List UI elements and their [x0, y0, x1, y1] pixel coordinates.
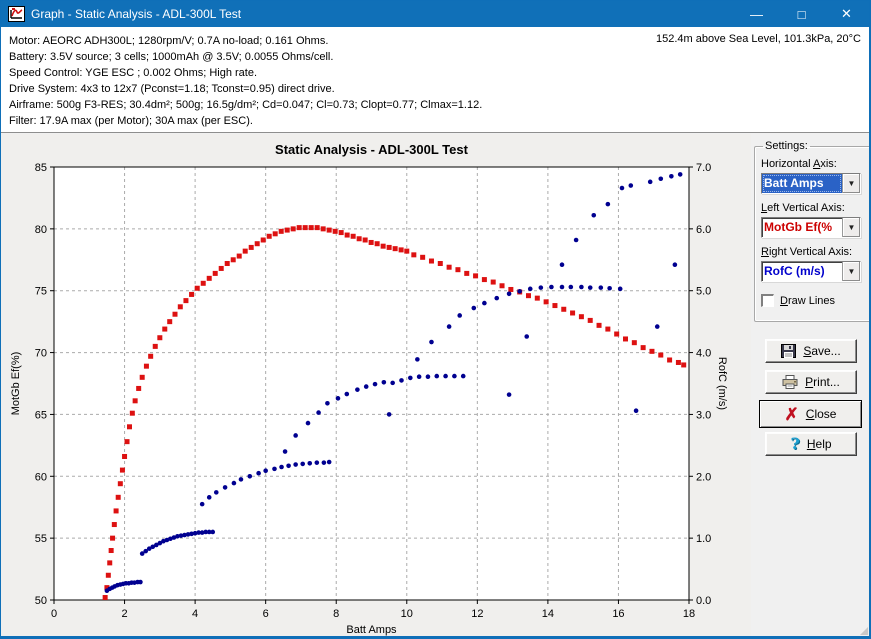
x-tick-label: 8: [333, 608, 339, 620]
drive-system-line: Drive System: 4x3 to 12x7 (Pconst=1.18; …: [9, 83, 335, 95]
left-y-tick-label: 65: [35, 409, 47, 421]
left-y-tick-label: 50: [35, 595, 47, 607]
left-axis-value: MotGb Ef(%: [764, 220, 832, 234]
draw-lines-row: Draw Lines: [761, 294, 865, 307]
horizontal-axis-select[interactable]: Batt Amps ▼: [761, 173, 861, 194]
maximize-button[interactable]: □: [797, 6, 806, 22]
horizontal-axis-label: Horizontal Axis:: [761, 158, 837, 170]
right-y-tick-label: 2.0: [696, 471, 711, 483]
left-axis-select[interactable]: MotGb Ef(% ▼: [761, 217, 861, 238]
left-y-tick-label: 80: [35, 224, 47, 236]
static-analysis-chart: Static Analysis - ADL-300L Test 0 2 4 6 8 10 12…: [10, 142, 728, 636]
series-right: [104, 172, 683, 594]
chart-panel: Static Analysis - ADL-300L Test 0 2 4 6 8 10 12…: [3, 134, 751, 636]
right-y-tick-label: 3.0: [696, 409, 711, 421]
x-tick-label: 2: [121, 608, 127, 620]
left-axis-label: Left Vertical Axis:: [761, 202, 845, 214]
airframe-line: Airframe: 500g F3-RES; 30.4dm²; 500g; 16…: [9, 99, 483, 111]
speed-control-line: Speed Control: YGE ESC ; 0.002 Ohms; Hig…: [9, 67, 258, 79]
x-tick-label: 12: [471, 608, 483, 620]
right-axis-label: Right Vertical Axis:: [761, 246, 853, 258]
chart-title: Static Analysis - ADL-300L Test: [275, 142, 469, 157]
window-title: Graph - Static Analysis - ADL-300L Test: [31, 7, 242, 21]
left-y-tick-label: 75: [35, 286, 47, 298]
x-tick-label: 0: [51, 608, 57, 620]
printer-icon: [782, 375, 798, 389]
x-tick-label: 14: [542, 608, 554, 620]
question-mark-icon: ?: [790, 434, 800, 453]
left-y-tick-label: 60: [35, 471, 47, 483]
titlebar: Graph - Static Analysis - ADL-300L Test …: [1, 1, 869, 27]
help-button[interactable]: ? Help: [765, 432, 857, 456]
x-tick-label: 16: [612, 608, 624, 620]
x-axis-title: Batt Amps: [346, 624, 397, 636]
right-y-tick-label: 1.0: [696, 533, 711, 545]
plot-background: [54, 167, 689, 600]
motor-line: Motor: AEORC ADH300L; 1280rpm/V; 0.7A no…: [9, 35, 329, 47]
close-window-button[interactable]: ✕: [841, 6, 852, 21]
settings-column: Settings: Horizontal Axis: Batt Amps ▼ L…: [751, 134, 869, 636]
chevron-down-icon[interactable]: ▼: [842, 174, 860, 193]
left-y-tick-label: 70: [35, 348, 47, 360]
left-y-axis-title: MotGb Ef(%): [10, 352, 22, 416]
right-y-axis-title: RofC (m/s): [716, 357, 728, 410]
tick-labels: 0 2 4 6 8 10 12 14 16 18 50 55 60 65 70 75 80 85 0.0 1.0 2.0…: [35, 162, 712, 620]
app-icon: [8, 6, 25, 22]
settings-groupbox: Settings: Horizontal Axis: Batt Amps ▼ L…: [754, 140, 869, 322]
left-y-tick-label: 55: [35, 533, 47, 545]
filter-line: Filter: 17.9A max (per Motor); 30A max (…: [9, 115, 253, 127]
left-y-tick-label: 85: [35, 162, 47, 174]
horizontal-axis-value: Batt Amps: [762, 174, 842, 193]
right-y-tick-label: 5.0: [696, 286, 711, 298]
chevron-down-icon[interactable]: ▼: [842, 218, 860, 237]
settings-group-title: Settings:: [765, 140, 808, 152]
x-tick-label: 10: [401, 608, 413, 620]
chevron-down-icon[interactable]: ▼: [842, 262, 860, 281]
right-y-tick-label: 0.0: [696, 595, 711, 607]
print-button[interactable]: Print...: [765, 370, 857, 394]
minimize-button[interactable]: —: [750, 6, 763, 22]
close-button[interactable]: ✗ Close: [759, 400, 862, 428]
plot-frame: [53, 166, 690, 601]
series-left: [102, 225, 687, 601]
save-button[interactable]: Save...: [765, 339, 857, 363]
atmosphere-conditions: 152.4m above Sea Level, 101.3kPa, 20°C: [656, 33, 861, 45]
setup-summary: Motor: AEORC ADH300L; 1280rpm/V; 0.7A no…: [1, 27, 869, 133]
floppy-disk-icon: [781, 344, 797, 358]
draw-lines-label: Draw Lines: [780, 294, 836, 307]
x-tick-label: 18: [683, 608, 695, 620]
right-axis-value: RofC (m/s): [764, 264, 825, 278]
x-tick-label: 6: [263, 608, 269, 620]
x-tick-label: 4: [192, 608, 198, 620]
axis-ticks: [50, 166, 693, 604]
right-y-tick-label: 4.0: [696, 348, 711, 360]
right-y-tick-label: 6.0: [696, 224, 711, 236]
right-axis-select[interactable]: RofC (m/s) ▼: [761, 261, 861, 282]
red-x-icon: ✗: [784, 404, 799, 424]
main-area: Static Analysis - ADL-300L Test 0 2 4 6 8 10 12…: [1, 134, 869, 636]
battery-line: Battery: 3.5V source; 3 cells; 1000mAh @…: [9, 51, 334, 63]
resize-grip[interactable]: [860, 627, 868, 635]
draw-lines-checkbox[interactable]: [761, 294, 774, 307]
right-y-tick-label: 7.0: [696, 162, 711, 174]
